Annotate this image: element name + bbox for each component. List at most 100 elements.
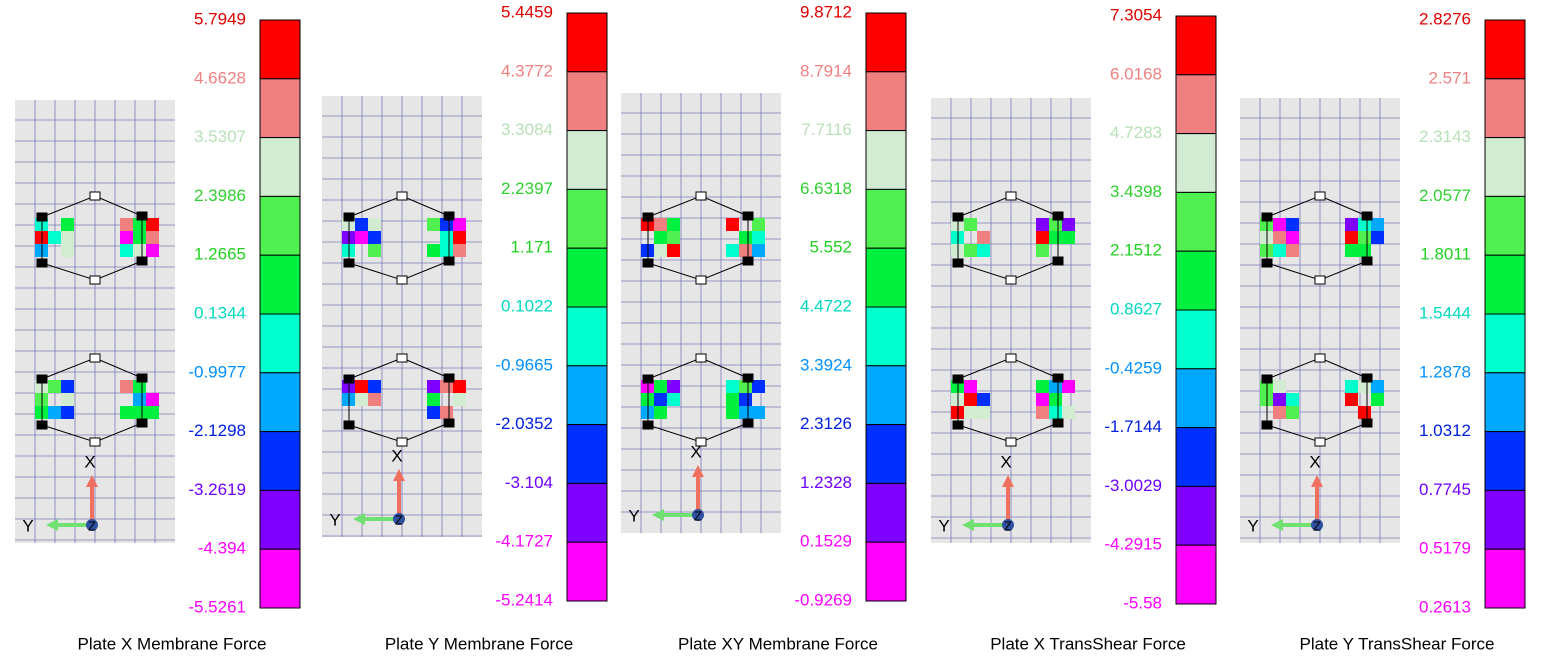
legend-label: -3.104 bbox=[505, 473, 553, 492]
node bbox=[742, 256, 754, 266]
stress-cell bbox=[61, 380, 74, 393]
axis-label: Z bbox=[1004, 518, 1012, 533]
legend-band bbox=[566, 130, 608, 190]
legend-label: 7.3054 bbox=[1110, 5, 1162, 24]
legend-label: -4.1727 bbox=[495, 532, 553, 551]
legend-label: 0.1344 bbox=[194, 303, 246, 322]
node bbox=[343, 212, 355, 222]
legend-label: 9.8712 bbox=[800, 2, 852, 21]
legend-band bbox=[566, 247, 608, 308]
legend-label: -3.2619 bbox=[188, 480, 246, 499]
stress-cell bbox=[1273, 231, 1286, 244]
x-arrow-head bbox=[1311, 475, 1323, 487]
legend-band bbox=[1484, 78, 1526, 139]
legend-band bbox=[1484, 254, 1526, 315]
legend-label: 3.5307 bbox=[194, 127, 246, 146]
stress-cell bbox=[977, 393, 990, 406]
node bbox=[742, 211, 754, 221]
stress-cell bbox=[368, 380, 381, 393]
legend-label: 5.4459 bbox=[501, 2, 553, 21]
node bbox=[695, 191, 707, 201]
axis-label: Y bbox=[22, 516, 33, 535]
stress-cell bbox=[667, 244, 680, 257]
stress-cell bbox=[355, 231, 368, 244]
node bbox=[443, 211, 455, 221]
node bbox=[343, 258, 355, 268]
legend-band bbox=[566, 188, 608, 249]
stress-cell bbox=[654, 393, 667, 406]
node bbox=[89, 353, 101, 363]
stress-cell bbox=[1345, 218, 1358, 231]
stress-cell bbox=[440, 231, 453, 244]
stress-cell bbox=[654, 406, 667, 419]
stress-cell bbox=[1273, 380, 1286, 393]
stress-cell bbox=[48, 380, 61, 393]
stress-cell bbox=[453, 393, 466, 406]
node bbox=[1005, 353, 1017, 363]
legend-label: -5.58 bbox=[1123, 593, 1162, 612]
stress-cell bbox=[1358, 380, 1371, 393]
legend-band bbox=[1484, 489, 1526, 550]
stress-cell bbox=[667, 380, 680, 393]
legend-label: 6.6318 bbox=[800, 179, 852, 198]
legend-band bbox=[1175, 485, 1217, 546]
stress-cell bbox=[1062, 218, 1075, 231]
stress-cell bbox=[739, 380, 752, 393]
stress-cell bbox=[61, 244, 74, 257]
legend-band bbox=[865, 130, 907, 190]
node bbox=[642, 258, 654, 268]
node bbox=[36, 420, 48, 430]
stress-cell bbox=[355, 393, 368, 406]
stress-cell bbox=[667, 393, 680, 406]
node bbox=[1314, 437, 1326, 447]
stress-cell bbox=[1049, 393, 1062, 406]
legend-label: -0.4259 bbox=[1104, 358, 1162, 377]
node bbox=[89, 275, 101, 285]
legend-label: -0.9977 bbox=[188, 362, 246, 381]
stress-cell bbox=[133, 231, 146, 244]
stress-cell bbox=[427, 244, 440, 257]
stress-cell bbox=[453, 218, 466, 231]
node bbox=[1005, 191, 1017, 201]
node bbox=[343, 374, 355, 384]
z-axis bbox=[1002, 519, 1014, 531]
stress-cell bbox=[368, 218, 381, 231]
legend-label: -2.1298 bbox=[188, 421, 246, 440]
node bbox=[952, 420, 964, 430]
stress-cell bbox=[355, 218, 368, 231]
node bbox=[396, 437, 408, 447]
stress-cell bbox=[120, 218, 133, 231]
stress-cell bbox=[1036, 406, 1049, 419]
y-arrow-head bbox=[1271, 519, 1283, 531]
x-arrow-head bbox=[86, 475, 98, 487]
axis-label: X bbox=[84, 452, 95, 471]
legend-band bbox=[1175, 133, 1217, 193]
stress-cell bbox=[1049, 380, 1062, 393]
legend-label: 2.3126 bbox=[800, 414, 852, 433]
legend-band bbox=[865, 541, 907, 602]
stress-cell bbox=[1358, 218, 1371, 231]
node bbox=[642, 212, 654, 222]
legend-label: 0.1529 bbox=[800, 532, 852, 551]
axis-label: Y bbox=[1247, 516, 1258, 535]
legend-band bbox=[259, 19, 301, 80]
legend-label: 5.552 bbox=[809, 238, 852, 257]
legend-label: 1.5444 bbox=[1419, 303, 1471, 322]
legend-band bbox=[566, 365, 608, 426]
stress-cell bbox=[752, 218, 765, 231]
legend-band bbox=[865, 188, 907, 249]
node bbox=[443, 373, 455, 383]
legend-label: 1.2878 bbox=[1419, 362, 1471, 381]
axis-label: X bbox=[690, 442, 701, 461]
axis-label: Z bbox=[694, 508, 702, 523]
stress-cell bbox=[1036, 244, 1049, 257]
stress-cell bbox=[427, 406, 440, 419]
legend-band bbox=[865, 247, 907, 308]
node bbox=[1361, 418, 1373, 428]
axis-label: Y bbox=[938, 516, 949, 535]
panel: X Y Z 9.8712 8.7914 7.7116 6.6318 5.552 4.4722 3.… bbox=[621, 2, 907, 653]
stress-cell bbox=[1345, 380, 1358, 393]
stress-cell bbox=[120, 244, 133, 257]
stress-cell bbox=[1273, 393, 1286, 406]
stress-cell bbox=[133, 380, 146, 393]
